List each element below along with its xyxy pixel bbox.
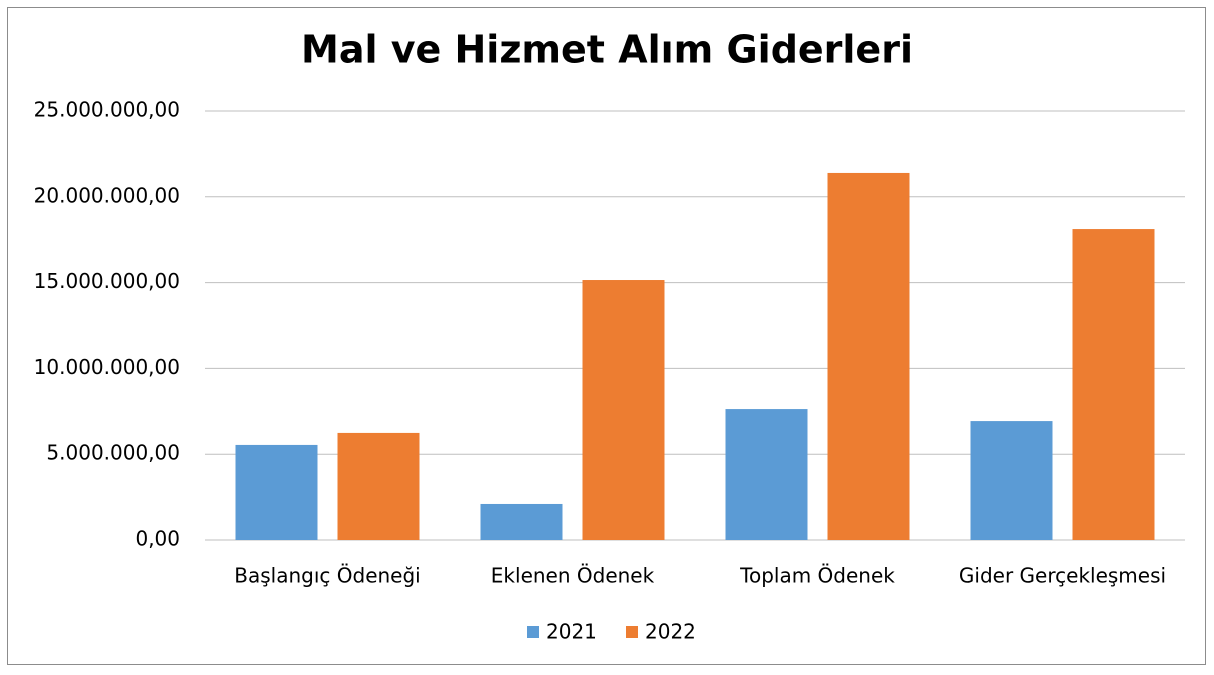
legend-label: 2022 [645, 620, 696, 644]
legend-swatch [626, 626, 638, 638]
bar [725, 409, 808, 540]
x-tick-label: Gider Gerçekleşmesi [959, 564, 1166, 588]
y-tick-label: 15.000.000,00 [34, 269, 180, 293]
legend-label: 2021 [546, 620, 597, 644]
y-tick-label: 5.000.000,00 [46, 441, 180, 465]
x-tick-label: Başlangıç Ödeneği [234, 564, 420, 588]
bar [1072, 229, 1155, 541]
chart-title: Mal ve Hizmet Alım Giderleri [301, 28, 913, 72]
bar [235, 444, 318, 540]
bar [827, 172, 910, 540]
bar [480, 503, 563, 540]
bar [582, 280, 665, 540]
y-tick-label: 10.000.000,00 [34, 355, 180, 379]
y-tick-label: 20.000.000,00 [34, 183, 180, 207]
bar [970, 421, 1053, 540]
legend-swatch [527, 626, 539, 638]
bar [337, 432, 420, 540]
x-tick-label: Eklenen Ödenek [491, 564, 655, 588]
y-tick-label: 25.000.000,00 [34, 98, 180, 122]
x-tick-label: Toplam Ödenek [739, 564, 895, 588]
y-tick-label: 0,00 [135, 527, 180, 551]
